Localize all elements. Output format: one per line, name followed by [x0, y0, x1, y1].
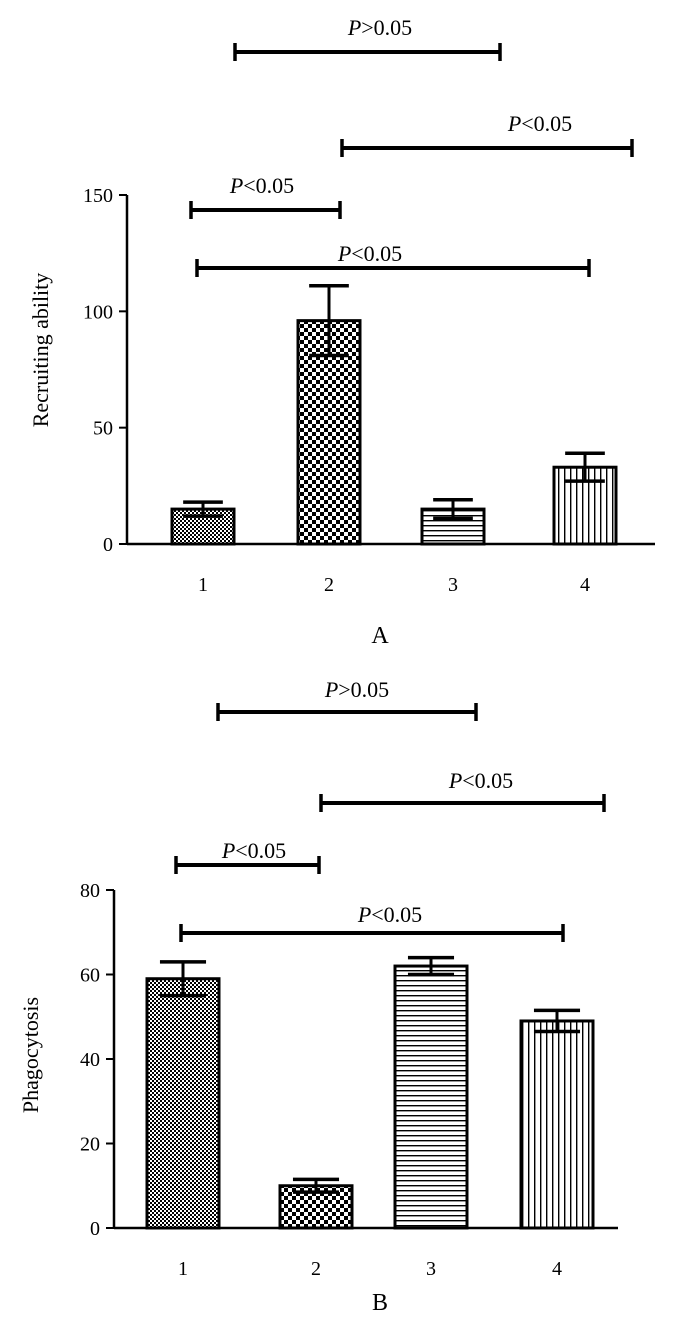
- significance-bracket: P<0.05: [189, 173, 342, 219]
- panel-a-chart: P>0.05 P<0.05 P<0.05 P<0.05 0 50 100 150 1 2 3 4 R…: [28, 15, 655, 649]
- bar-3: [393, 964, 469, 1230]
- significance-bracket: P>0.05: [233, 15, 502, 61]
- significance-label: P>0.05: [347, 15, 412, 40]
- y-tick-label: 0: [103, 534, 113, 556]
- significance-bracket: P>0.05: [216, 677, 478, 721]
- error-bar-1: [183, 500, 223, 518]
- y-tick-label: 150: [83, 185, 113, 207]
- error-bar-4: [565, 451, 605, 483]
- significance-brackets: P>0.05 P<0.05 P<0.05 P<0.05: [174, 677, 606, 942]
- panel-label-b: B: [372, 1290, 388, 1316]
- significance-bracket: P<0.05: [179, 902, 565, 942]
- y-axis-title: Recruiting ability: [28, 273, 53, 428]
- x-tick-label: 3: [448, 574, 458, 596]
- significance-bracket: P<0.05: [195, 241, 591, 277]
- x-tick-label: 4: [580, 574, 590, 596]
- significance-bracket: P<0.05: [340, 111, 634, 157]
- bars: [145, 964, 595, 1230]
- axes: 0 50 100 150 1 2 3 4: [83, 185, 655, 596]
- error-bars: [183, 283, 605, 521]
- significance-bracket: P<0.05: [174, 838, 321, 874]
- x-tick-label: 2: [311, 1258, 321, 1280]
- significance-label: P<0.05: [448, 768, 513, 793]
- x-tick-label: 1: [198, 574, 208, 596]
- significance-label: P<0.05: [357, 902, 422, 927]
- significance-label: P<0.05: [507, 111, 572, 136]
- significance-label: P<0.05: [229, 173, 294, 198]
- y-tick-label: 100: [83, 301, 113, 323]
- x-tick-label: 3: [426, 1258, 436, 1280]
- panel-b-chart: P>0.05 P<0.05 P<0.05 P<0.05 0 20 40 60 80 1 2 3 4 P…: [18, 677, 618, 1316]
- panel-label-a: A: [371, 623, 389, 649]
- error-bar-3: [407, 955, 455, 977]
- y-tick-label: 50: [93, 418, 113, 440]
- y-tick-label: 0: [90, 1218, 100, 1240]
- y-axis-title: Phagocytosis: [18, 997, 43, 1113]
- error-bar-2: [309, 283, 349, 358]
- error-bar-1: [159, 960, 207, 998]
- significance-bracket: P<0.05: [319, 768, 606, 812]
- error-bars: [159, 955, 581, 1194]
- y-tick-label: 60: [80, 965, 100, 987]
- significance-label: P<0.05: [337, 241, 402, 266]
- error-bar-4: [533, 1008, 581, 1034]
- y-tick-label: 40: [80, 1049, 100, 1071]
- error-bar-3: [433, 498, 473, 521]
- error-bar-2: [292, 1177, 340, 1194]
- significance-brackets: P>0.05 P<0.05 P<0.05 P<0.05: [189, 15, 634, 277]
- y-tick-label: 20: [80, 1134, 100, 1156]
- significance-label: P<0.05: [221, 838, 286, 863]
- x-tick-label: 1: [178, 1258, 188, 1280]
- y-tick-label: 80: [80, 880, 100, 902]
- bar-4: [519, 1019, 595, 1230]
- x-tick-label: 4: [552, 1258, 562, 1280]
- bar-1: [145, 977, 221, 1230]
- significance-label: P>0.05: [324, 677, 389, 702]
- axes: 0 20 40 60 80 1 2 3 4: [80, 880, 618, 1280]
- bars: [170, 319, 618, 546]
- x-tick-label: 2: [324, 574, 334, 596]
